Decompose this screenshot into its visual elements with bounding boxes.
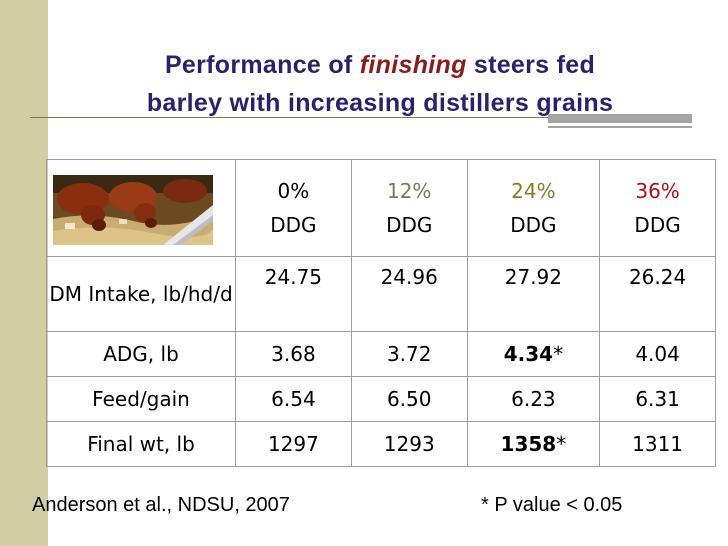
cell-value: 1293 [350, 421, 468, 467]
title-accent-line [548, 126, 692, 128]
title-underline [30, 117, 692, 118]
cell-value: 24.75 [235, 256, 352, 332]
cell-value: 6.23 [466, 376, 601, 422]
cell-value: 1297 [235, 421, 352, 467]
row-label-dm-intake: DM Intake, lb/hd/d [46, 256, 236, 332]
citation: Anderson et al., NDSU, 2007 [32, 494, 290, 516]
row-label-feed-gain: Feed/gain [46, 376, 236, 422]
cell-value-significant: 4.34* [466, 331, 601, 377]
cell-value: 3.68 [235, 331, 352, 377]
cell-value: 24.96 [350, 256, 468, 332]
cell-value: 6.31 [599, 376, 716, 422]
cell-value: 27.92 [466, 256, 601, 332]
performance-table: 0% DDG 12% DDG 24% DDG 36% DDG DM Intake, lb… [46, 159, 716, 467]
header-24-ddg: 24% DDG [466, 159, 601, 257]
title-accent-bar [548, 114, 692, 123]
slide-title: Performance of finishing steers fed barl… [60, 46, 700, 122]
row-label-adg: ADG, lb [46, 331, 236, 377]
title-line-1: Performance of finishing steers fed [164, 51, 596, 79]
cell-value: 6.54 [235, 376, 352, 422]
header-36-ddg: 36% DDG [599, 159, 716, 257]
row-label-final-wt: Final wt, lb [46, 421, 236, 467]
cell-value: 4.04 [599, 331, 716, 377]
cell-value: 1311 [599, 421, 716, 467]
cell-value-significant: 1358* [466, 421, 601, 467]
cell-value: 6.50 [350, 376, 468, 422]
cell-value: 26.24 [599, 256, 716, 332]
header-0-ddg: 0% DDG [235, 159, 352, 257]
table-row: ADG, lb 3.68 3.72 4.34* 4.04 [46, 331, 716, 377]
photo-cell [46, 159, 236, 257]
table-row: DM Intake, lb/hd/d 24.75 24.96 27.92 26.… [46, 256, 716, 332]
title-line-2: barley with increasing distillers grains [146, 89, 614, 117]
table-row: Final wt, lb 1297 1293 1358* 1311 [46, 421, 716, 467]
significance-note: * P value < 0.05 [481, 494, 623, 516]
table-header-row: 0% DDG 12% DDG 24% DDG 36% DDG [46, 159, 716, 257]
table-row: Feed/gain 6.54 6.50 6.23 6.31 [46, 376, 716, 422]
cattle-feeding-photo [53, 175, 213, 245]
cell-value: 3.72 [350, 331, 468, 377]
decorative-sidebar [0, 0, 48, 546]
header-12-ddg: 12% DDG [350, 159, 468, 257]
